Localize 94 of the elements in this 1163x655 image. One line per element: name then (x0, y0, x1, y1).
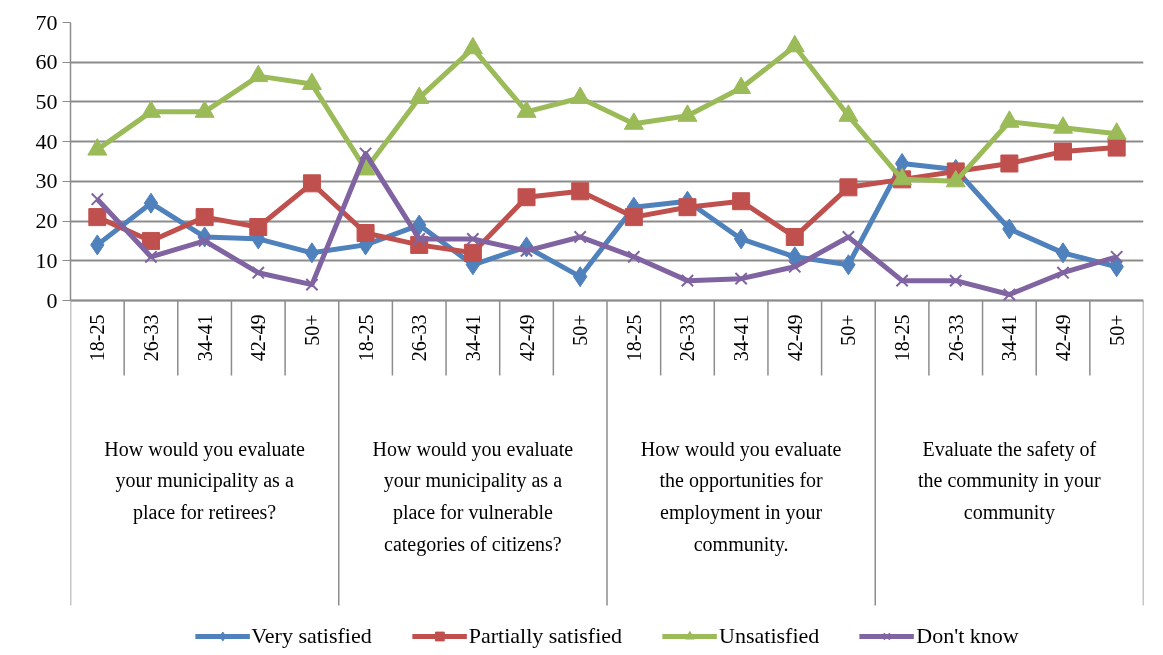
y-tick-label: 50 (35, 88, 58, 114)
point (197, 234, 212, 248)
x-tick-label: 26-33 (408, 314, 431, 362)
legend-label: Partially satisfied (468, 623, 623, 649)
point (358, 146, 373, 161)
point (409, 86, 430, 104)
point (304, 242, 320, 264)
point (517, 188, 536, 207)
point (141, 231, 160, 250)
y-tick-label: 40 (35, 128, 58, 154)
x-tick-label: 26-33 (676, 314, 699, 362)
x-tick-label: 26-33 (944, 314, 967, 362)
point (732, 192, 751, 211)
point (305, 277, 319, 292)
point (1107, 138, 1126, 157)
point (302, 174, 321, 193)
x-tick-label: 18-25 (86, 314, 109, 362)
x-tick-label: 34-41 (461, 314, 484, 362)
x-tick-label: 50+ (569, 314, 592, 346)
legend-label: Very satisfied (251, 623, 372, 649)
point (571, 182, 590, 201)
legend-label: Don't know (916, 623, 1019, 649)
point (462, 36, 483, 55)
point (945, 169, 966, 188)
point (677, 104, 698, 122)
point (627, 250, 641, 264)
point (88, 208, 107, 227)
y-tick-label: 10 (35, 247, 58, 273)
point (1054, 142, 1073, 161)
point (463, 243, 482, 262)
point (516, 100, 537, 118)
point (248, 64, 269, 83)
point (623, 112, 644, 130)
point (194, 100, 215, 118)
point (734, 272, 748, 286)
point (733, 228, 749, 250)
y-tick-label: 0 (46, 287, 58, 313)
point (195, 208, 214, 227)
text: How would you evaluate the opportunities for employment in your community. (640, 437, 842, 557)
point (785, 227, 804, 246)
legend-label: Unsatisfied (719, 623, 820, 649)
point (570, 86, 591, 104)
point (301, 72, 322, 91)
y-tick-label: 30 (35, 168, 58, 194)
x-tick-label: 34-41 (730, 314, 753, 362)
text: How would you evaluate your municipality as a place for vulnerable categories of citizens? (372, 437, 574, 557)
point (573, 230, 587, 244)
x-tick-label: 50+ (300, 314, 323, 346)
point (680, 273, 695, 288)
x-tick-label: 42-49 (515, 314, 538, 362)
point (788, 260, 802, 274)
point (249, 218, 268, 237)
y-tick-label: 20 (35, 208, 58, 234)
point (949, 273, 963, 288)
point (90, 192, 104, 206)
point (895, 273, 909, 288)
point (140, 100, 161, 118)
x-tick-label: 42-49 (247, 314, 270, 362)
point (87, 138, 108, 156)
y-tick-label: 70 (35, 9, 58, 35)
point (838, 104, 859, 122)
y-tick-label: 60 (35, 49, 58, 75)
point (1056, 266, 1070, 280)
x-tick-label: 34-41 (998, 314, 1021, 362)
point (841, 230, 856, 244)
point (356, 223, 375, 242)
point (1110, 250, 1124, 264)
point (1000, 154, 1019, 173)
point (624, 208, 643, 227)
point (251, 266, 265, 280)
point (731, 76, 752, 95)
point (1053, 116, 1074, 134)
point (144, 250, 158, 264)
x-tick-label: 18-25 (354, 314, 377, 362)
point (999, 110, 1020, 128)
x-tick-label: 18-25 (622, 314, 645, 362)
x-tick-label: 42-49 (1052, 314, 1075, 362)
x-tick-label: 26-33 (139, 314, 162, 362)
point (784, 34, 805, 53)
point (143, 192, 159, 214)
point (466, 232, 480, 246)
point (1002, 287, 1017, 302)
point (519, 244, 534, 258)
text: How would you evaluate your municipality as a place for retirees? (104, 437, 305, 525)
point (1055, 242, 1071, 264)
text: Evaluate the safety of the community in your community (918, 437, 1102, 525)
x-tick-label: 34-41 (193, 314, 216, 362)
x-tick-label: 50+ (837, 314, 860, 346)
point (678, 198, 697, 217)
x-tick-label: 50+ (1105, 314, 1128, 346)
x-tick-label: 18-25 (891, 314, 914, 362)
point (1106, 122, 1127, 140)
point (839, 178, 858, 197)
x-tick-label: 42-49 (783, 314, 806, 362)
